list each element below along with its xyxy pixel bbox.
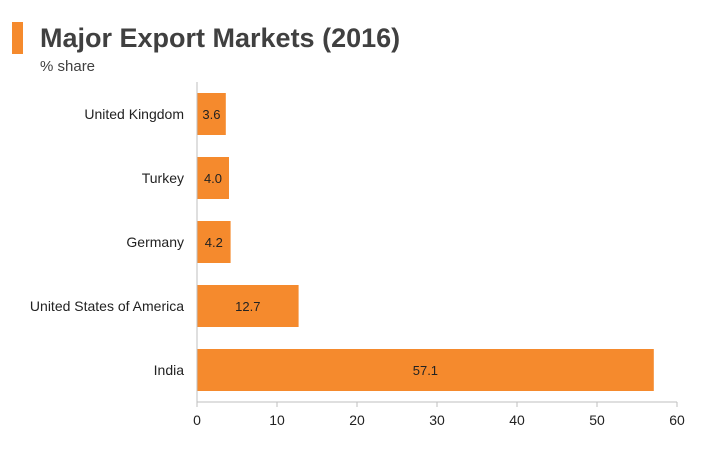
x-tick-label-40: 40 xyxy=(509,412,525,428)
category-label-united-kingdom: United Kingdom xyxy=(84,106,184,122)
title-accent-bar xyxy=(12,22,23,54)
data-label-turkey: 4.0 xyxy=(204,171,222,186)
category-label-germany: Germany xyxy=(126,234,184,250)
data-label-india: 57.1 xyxy=(413,363,438,378)
x-tick-label-0: 0 xyxy=(193,412,201,428)
bar-turkey xyxy=(197,157,229,199)
bar-united-kingdom xyxy=(197,93,226,135)
data-label-united-kingdom: 3.6 xyxy=(202,107,220,122)
chart-title: Major Export Markets (2016) xyxy=(40,23,401,53)
x-tick-label-10: 10 xyxy=(269,412,285,428)
x-tick-label-20: 20 xyxy=(349,412,365,428)
chart-subtitle: % share xyxy=(40,58,96,75)
bar-united-states-of-america xyxy=(197,285,299,327)
bar-germany xyxy=(197,221,231,263)
x-tick-label-50: 50 xyxy=(589,412,605,428)
data-label-germany: 4.2 xyxy=(205,235,223,250)
data-label-united-states-of-america: 12.7 xyxy=(235,299,260,314)
category-label-turkey: Turkey xyxy=(142,170,184,186)
category-label-india: India xyxy=(154,362,185,378)
bar-india xyxy=(197,349,654,391)
category-label-united-states-of-america: United States of America xyxy=(30,298,184,314)
x-tick-label-60: 60 xyxy=(669,412,685,428)
x-tick-label-30: 30 xyxy=(429,412,445,428)
